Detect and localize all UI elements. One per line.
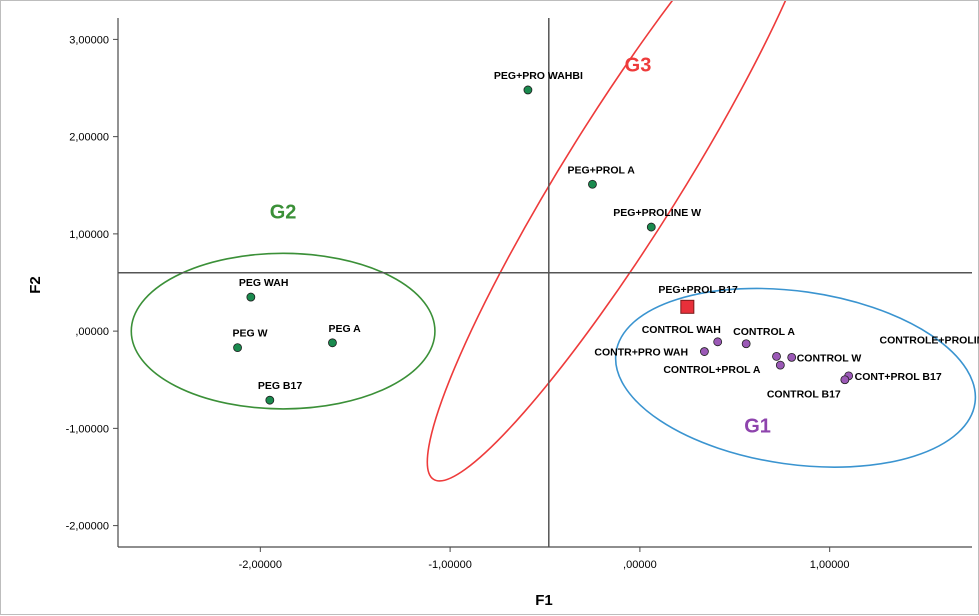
data-point [772,352,781,361]
data-point-label: PEG+PROL B17 [658,284,738,296]
data-point-label: CONTROL+PROL A [663,364,761,376]
plot-area [118,18,972,547]
data-point-label: CONTR+PRO WAH [594,347,688,359]
data-point-label: PEG+PROL A [567,164,635,176]
y-tick-label: -2,00000 [66,521,109,533]
x-tick-label: ,00000 [623,559,657,571]
y-axis-ticks: -2,00000 -1,00000 ,00000 1,00000 2,00000 3,00… [66,34,118,533]
x-tick-label: -2,00000 [239,559,282,571]
group-ellipse-g3 [426,1,823,482]
y-tick-label: -1,00000 [66,423,109,435]
group-ellipse-g2 [130,252,436,410]
data-points [233,85,854,405]
data-point [680,299,695,314]
data-point [713,337,723,347]
y-tick-label: 3,00000 [69,34,109,46]
data-point-label: CONTROLE+PROLINE W [880,334,979,346]
group-ellipse-g1 [614,287,977,468]
data-point [233,343,242,353]
data-point-labels: PEG+PRO WAHBI PEG+PROL A PEG+PROLINE W PEG … [233,70,979,401]
group-labels: G1 G2 G3 [270,54,771,437]
x-tick-label: -1,00000 [428,559,471,571]
x-tick-label: 1,00000 [810,559,850,571]
data-point [265,395,275,405]
data-point [787,352,797,362]
y-axis-title: F2 [27,276,44,294]
data-point-label: PEG B17 [258,380,303,392]
data-point [741,339,751,349]
data-point-label: PEG WAH [239,277,289,289]
data-point-label: CONT+PROL B17 [855,371,942,383]
data-point-label: PEG A [328,323,361,335]
data-point-label: PEG+PRO WAHBI [494,70,583,82]
data-point-label: PEG+PROLINE W [613,207,701,219]
x-axis-title: F1 [535,592,553,609]
data-point [523,85,533,95]
y-tick-label: 2,00000 [69,132,109,144]
y-tick-label: 1,00000 [69,229,109,241]
data-point-label: CONTROL A [733,326,795,338]
data-point [588,179,597,189]
group-label-g3: G3 [625,54,652,76]
data-point [328,338,337,348]
data-point-label: CONTROL B17 [767,389,841,401]
x-axis-ticks: -2,00000 -1,00000 ,00000 1,00000 [239,547,850,571]
data-point [840,375,850,385]
y-tick-label: ,00000 [75,326,109,338]
data-point [246,292,256,302]
group-label-g2: G2 [270,201,297,223]
data-point-label: CONTROL W [797,352,862,364]
data-point [646,222,656,232]
data-point-label: PEG W [233,328,268,340]
group-ellipses [130,1,977,482]
data-point [700,347,709,356]
data-point [775,360,785,370]
group-label-g1: G1 [744,415,771,437]
data-point-label: CONTROL WAH [642,324,721,336]
